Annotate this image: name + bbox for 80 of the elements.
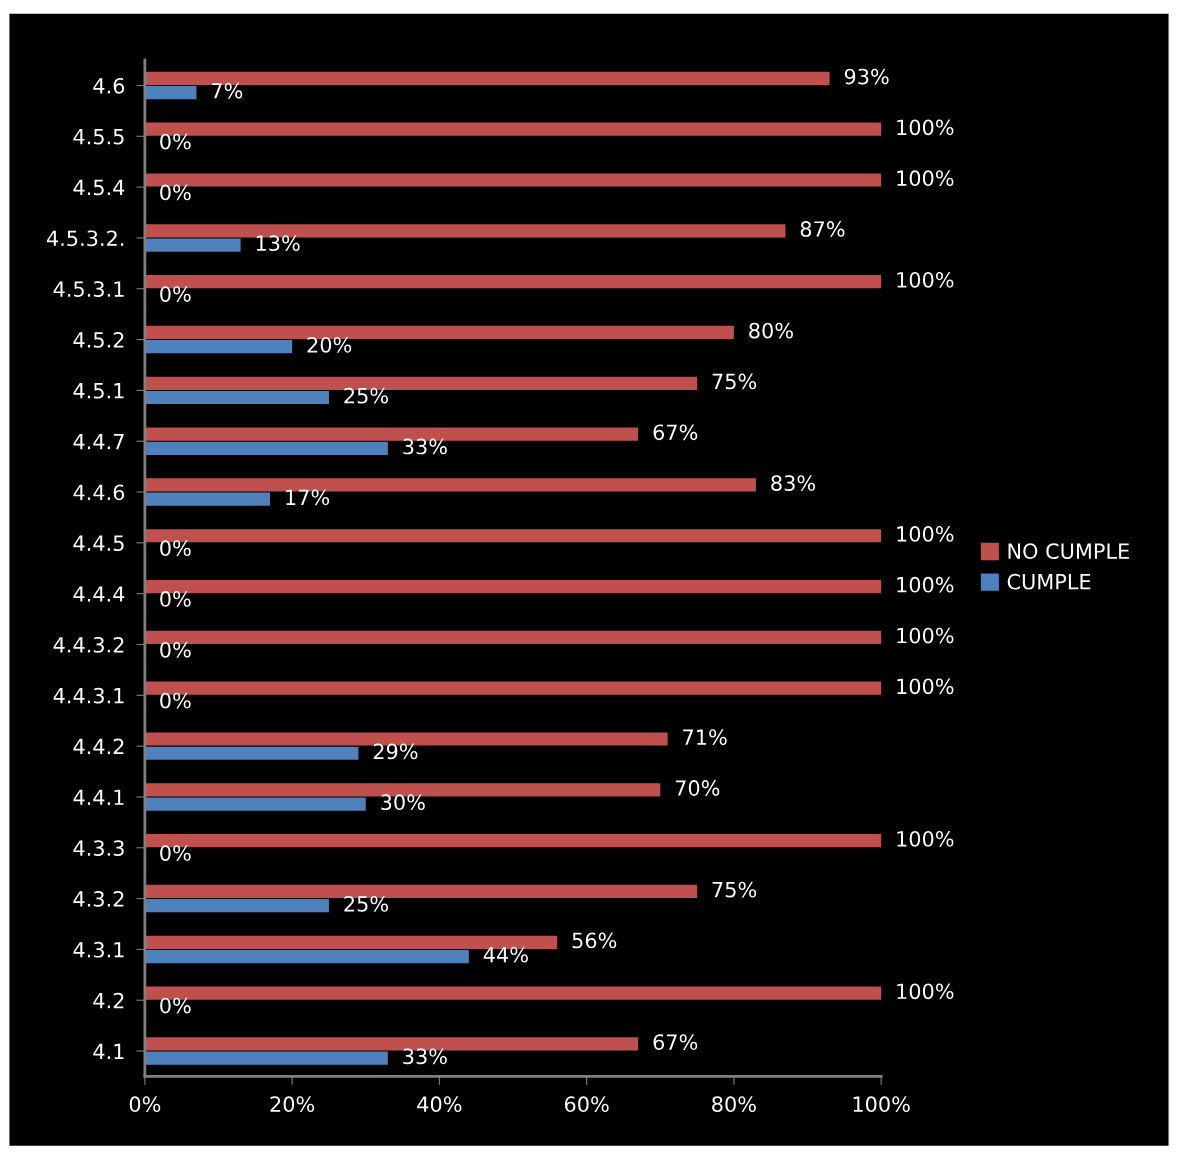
bar [144, 441, 388, 455]
y-tick-label: 4.5.5 [73, 129, 124, 145]
data-label: 0% [160, 845, 191, 861]
y-tick-label: 4.5.3.2. [46, 230, 124, 247]
y-tick-label: 4.5.1 [73, 383, 124, 399]
data-label: 100% [897, 830, 954, 847]
y-tick-label: 4.5.3.1 [53, 281, 124, 297]
data-label: 29% [373, 743, 418, 760]
x-tick-label: 40% [417, 1096, 462, 1113]
y-tick-label: 4.3.2 [73, 891, 124, 907]
data-label: 0% [160, 184, 191, 201]
bar [144, 746, 359, 760]
data-label: 56% [572, 932, 617, 949]
data-label: 100% [897, 271, 954, 288]
data-label: 20% [307, 336, 352, 353]
legend-label: NO CUMPLE [1008, 543, 1129, 560]
data-label: 100% [897, 576, 954, 593]
data-label: 7% [212, 82, 243, 99]
data-label: 0% [160, 286, 191, 302]
y-tick-label: 4.3.1 [73, 941, 124, 958]
bar [144, 238, 241, 252]
data-label: 67% [653, 424, 698, 441]
data-label: 100% [897, 119, 954, 136]
bar [144, 85, 197, 100]
bar [144, 899, 329, 913]
x-tick-label: 60% [564, 1096, 609, 1113]
bar [144, 340, 293, 354]
x-tick-label: 80% [712, 1096, 756, 1113]
data-label: 44% [483, 946, 528, 963]
bar [144, 630, 882, 644]
y-tick-label: 4.4.5 [73, 535, 124, 552]
data-label: 100% [897, 170, 954, 187]
bar [144, 797, 366, 811]
data-label: 87% [800, 221, 845, 237]
data-label: 100% [897, 526, 954, 542]
data-label: 100% [897, 678, 954, 695]
data-label: 0% [160, 591, 191, 607]
data-label: 80% [749, 322, 793, 339]
data-label: 70% [675, 780, 720, 796]
data-label: 17% [286, 489, 330, 506]
y-tick-label: 4.4.3.2 [53, 636, 124, 653]
bar [144, 390, 329, 405]
data-label: 25% [344, 895, 388, 912]
bar [144, 949, 469, 964]
data-label: 75% [712, 881, 757, 898]
x-tick-label: 0% [129, 1096, 161, 1113]
y-tick-label: 4.1 [93, 1043, 124, 1059]
data-label: 100% [897, 983, 954, 1000]
data-label: 83% [771, 475, 816, 491]
y-tick-label: 4.4.3.1 [53, 687, 124, 704]
data-label: 13% [256, 235, 300, 252]
data-label: 71% [683, 729, 727, 746]
data-label: 75% [712, 373, 757, 390]
y-tick-label: 4.4.2 [73, 738, 124, 755]
data-label: 33% [403, 438, 447, 455]
legend-label: CUMPLE [1007, 573, 1091, 590]
y-tick-label: 4.5.4 [73, 179, 125, 196]
data-label: 93% [844, 68, 889, 85]
y-tick-label: 4.3.3 [73, 840, 124, 856]
data-label: 0% [160, 641, 191, 658]
y-tick-label: 4.4.6 [73, 484, 125, 501]
y-tick-label: 4.6 [93, 77, 125, 94]
x-tick-label: 20% [270, 1096, 315, 1113]
data-label: 33% [403, 1048, 447, 1065]
data-label: 25% [344, 387, 388, 404]
y-tick-label: 4.5.2 [73, 332, 124, 348]
bar [144, 1051, 388, 1065]
data-label: 0% [160, 540, 191, 557]
data-label: 67% [653, 1034, 698, 1050]
y-tick-label: 4.4.7 [73, 433, 124, 450]
data-label: 0% [160, 997, 191, 1014]
y-tick-label: 4.4.4 [73, 586, 125, 602]
bar [144, 492, 271, 506]
data-label: 30% [381, 794, 425, 811]
x-tick-label: 100% [853, 1096, 910, 1113]
data-label: 0% [160, 133, 191, 150]
y-tick-label: 4.4.1 [73, 789, 124, 805]
data-label: 0% [160, 692, 191, 709]
y-tick-label: 4.2 [93, 992, 124, 1009]
data-label: 100% [897, 627, 954, 644]
